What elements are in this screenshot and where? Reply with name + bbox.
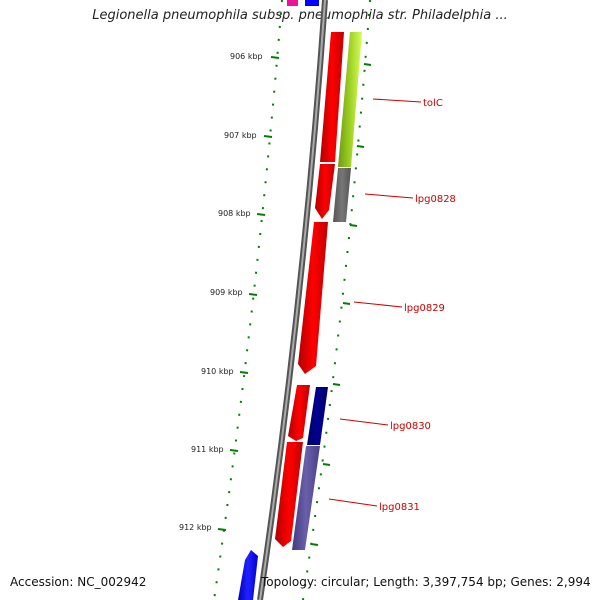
- ruler-label-910: 910 kbp: [201, 367, 234, 376]
- gene-blue-bottom: [238, 550, 258, 600]
- gene-label-lpg0828: lpg0828: [415, 194, 456, 205]
- track-lpg0830: [307, 387, 328, 445]
- gene-pink-partial: [287, 0, 298, 6]
- ruler-label-909: 909 kbp: [210, 288, 243, 297]
- gene-red-lpg0829: [298, 222, 328, 374]
- track-lpg0831: [292, 446, 320, 550]
- gene-blue-partial: [305, 0, 319, 6]
- ruler-label-907: 907 kbp: [224, 131, 257, 140]
- backbone-highlight: [259, 0, 326, 600]
- topology-label: Topology: circular; Length: 3,397,754 bp…: [261, 575, 591, 589]
- label-leaders: [328, 98, 422, 507]
- gene-red-lpg0831: [275, 442, 303, 547]
- ruler-label-911: 911 kbp: [191, 445, 224, 454]
- gene-red-lpg0830: [288, 385, 310, 441]
- gene-label-lpg0831: lpg0831: [379, 502, 420, 513]
- accession-label: Accession: NC_002942: [10, 575, 147, 589]
- track-tolC: [338, 32, 362, 167]
- gene-label-tolC: tolC: [423, 98, 443, 109]
- ruler-label-908: 908 kbp: [218, 209, 251, 218]
- gene-red-tolC: [320, 32, 344, 162]
- gene-label-lpg0829: lpg0829: [404, 303, 445, 314]
- ruler-label-906: 906 kbp: [230, 52, 263, 61]
- outer-ruler-dots: [302, 0, 371, 600]
- ruler-major-ticks: [217, 56, 280, 531]
- ruler-label-912: 912 kbp: [179, 523, 212, 532]
- map-title: Legionella pneumophila subsp. pneumophil…: [92, 8, 508, 23]
- outer-ruler-major-ticks: [310, 63, 372, 546]
- gene-red-lpg0828: [315, 164, 335, 219]
- gene-label-lpg0830: lpg0830: [390, 421, 431, 432]
- track-lpg0828: [333, 168, 351, 222]
